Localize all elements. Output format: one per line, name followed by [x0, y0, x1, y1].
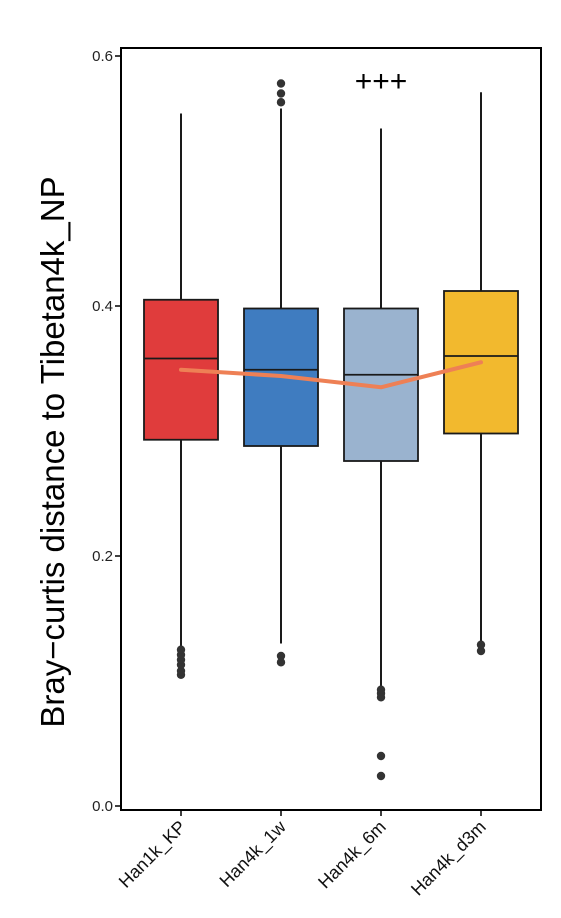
x-axis: Han1k_KP Han4k_1w Han4k_6m Han4k_d3m	[115, 810, 491, 900]
y-tick-label: 0.2	[92, 548, 113, 565]
outlier-point	[176, 666, 186, 676]
significance-annotation: +++	[355, 65, 408, 98]
outlier-point	[276, 89, 286, 98]
outlier-point	[476, 640, 486, 649]
y-axis-title: Bray−curtis distance to Tibetan4k_NP	[34, 176, 71, 727]
x-tick-label: Han4k_1w	[216, 816, 292, 892]
outlier-point	[376, 771, 386, 781]
y-tick-label: 0.4	[92, 298, 113, 315]
y-tick-label: 0.6	[92, 48, 113, 65]
outlier-point	[276, 658, 286, 667]
outlier-point	[276, 79, 286, 88]
y-axis: 0.0 0.2 0.4 0.6	[92, 48, 121, 815]
y-tick-label: 0.0	[92, 798, 113, 815]
outlier-point	[476, 646, 486, 656]
outlier-point	[376, 751, 386, 761]
x-tick-label: Han4k_6m	[314, 817, 390, 893]
trend-line	[179, 360, 483, 390]
x-tick-label: Han4k_d3m	[407, 817, 490, 900]
outlier-point	[176, 645, 186, 654]
trend-layer	[179, 360, 483, 390]
outlier-point	[376, 685, 386, 694]
outlier-point	[276, 651, 286, 661]
outlier-point	[276, 98, 286, 107]
x-tick-label: Han1k_KP	[115, 817, 191, 893]
